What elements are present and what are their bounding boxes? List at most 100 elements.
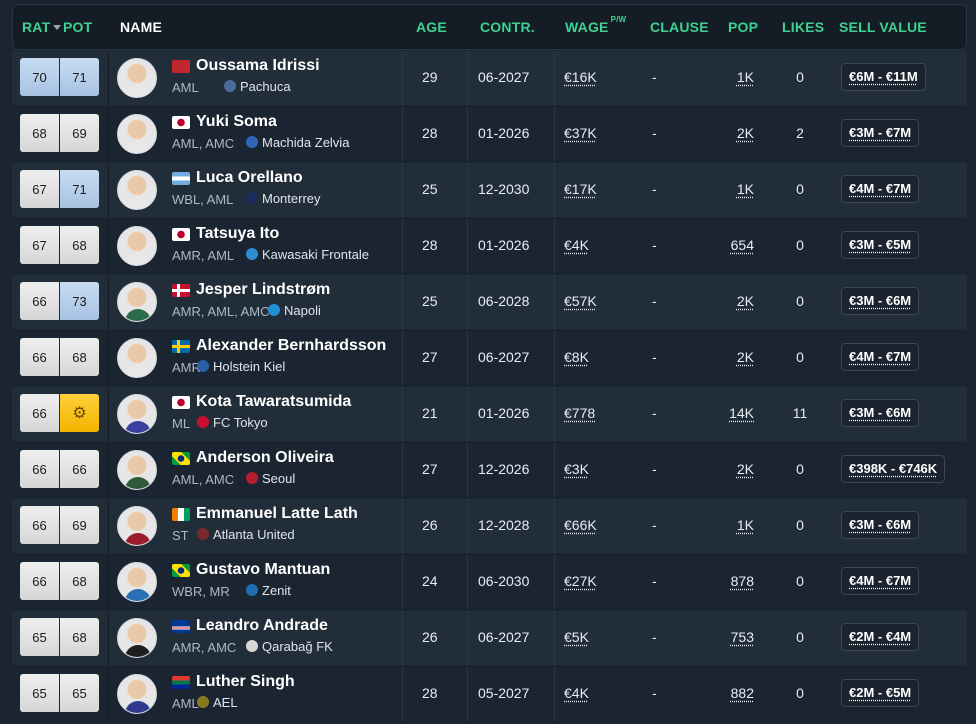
player-name[interactable]: Leandro Andrade	[196, 617, 328, 634]
sell-value-badge[interactable]: €4M - €7M	[841, 175, 920, 203]
sell-value-badge[interactable]: €2M - €5M	[841, 679, 920, 707]
sell-value-badge[interactable]: €3M - €6M	[841, 399, 920, 427]
col-rat-header[interactable]: RAT	[22, 19, 65, 35]
avatar[interactable]	[117, 394, 157, 434]
col-name-header[interactable]: NAME	[120, 19, 163, 35]
sell-value-badge[interactable]: €4M - €7M	[841, 343, 920, 371]
club-name[interactable]: Pachuca	[240, 79, 291, 94]
table-row[interactable]: 66 73 Jesper Lindstrøm AMR, AML, AMC Napoli 2…	[12, 275, 967, 329]
wage-cell: €16K	[564, 69, 597, 85]
popularity-cell: 14K	[729, 405, 754, 421]
avatar[interactable]	[117, 338, 157, 378]
club-name[interactable]: Monterrey	[262, 191, 321, 206]
avatar[interactable]	[117, 506, 157, 546]
table-row[interactable]: 67 71 Luca Orellano WBL, AML Monterrey 25 12-2…	[12, 163, 967, 217]
club-name[interactable]: Kawasaki Frontale	[262, 247, 369, 262]
club-name[interactable]: Seoul	[262, 471, 296, 486]
table-row[interactable]: 67 68 Tatsuya Ito AMR, AML Kawasaki Frontale…	[12, 219, 967, 273]
clause-cell: -	[652, 125, 657, 141]
avatar[interactable]	[117, 562, 157, 602]
table-row[interactable]: 66 68 Alexander Bernhardsson AMR Holstein Ki…	[12, 331, 967, 385]
sell-value-badge[interactable]: €2M - €4M	[841, 623, 920, 651]
club-name[interactable]: FC Tokyo	[213, 415, 268, 430]
table-row[interactable]: 65 65 Luther Singh AML AEL 28 05-2027 €4K - 882 0 €…	[12, 667, 967, 721]
wage-cell: €66K	[564, 517, 597, 533]
club-name[interactable]: Atlanta United	[213, 527, 295, 542]
club-name[interactable]: Zenit	[262, 583, 291, 598]
sell-value-badge[interactable]: €3M - €5M	[841, 231, 920, 259]
pot-value: 73	[72, 293, 87, 309]
atlanta-crest-icon	[197, 528, 209, 540]
player-name[interactable]: Yuki Soma	[196, 113, 277, 130]
col-age-header[interactable]: AGE	[416, 19, 447, 35]
player-name[interactable]: Kota Tawaratsumida	[196, 393, 352, 410]
table-row[interactable]: 66 66 Anderson Oliveira AML, AMC Seoul 27 12-2…	[12, 443, 967, 497]
player-positions: ST	[172, 528, 189, 543]
col-pot-header[interactable]: POT	[63, 19, 93, 35]
brazil-flag-icon	[172, 452, 190, 465]
sell-value-badge[interactable]: €4M - €7M	[841, 567, 920, 595]
col-pop-header[interactable]: POP	[728, 19, 759, 35]
club-name[interactable]: Qarabağ FK	[262, 639, 333, 654]
col-likes-header[interactable]: LIKES	[782, 19, 825, 35]
divider	[402, 667, 403, 721]
club-name[interactable]: Holstein Kiel	[213, 359, 286, 374]
divider	[467, 163, 468, 217]
table-row[interactable]: 65 68 Leandro Andrade AMR, AMC Qarabağ FK 26 0…	[12, 611, 967, 665]
popularity-cell: 878	[730, 573, 754, 589]
table-row[interactable]: 66 69 Emmanuel Latte Lath ST Atlanta United 2…	[12, 499, 967, 553]
avatar[interactable]	[117, 450, 157, 490]
col-wage-header[interactable]: WAGE P/W	[565, 15, 627, 35]
sell-value-badge[interactable]: €3M - €6M	[841, 511, 920, 539]
table-row[interactable]: 70 71 Oussama Idrissi AML Pachuca 29 06-2027 €1…	[12, 51, 967, 105]
sell-value-badge[interactable]: €3M - €6M	[841, 287, 920, 315]
table-row[interactable]: 68 69 Yuki Soma AML, AMC Machida Zelvia 28 01-…	[12, 107, 967, 161]
table-row[interactable]: 66 ⚙ Kota Tawaratsumida ML FC Tokyo 21 01-2026…	[12, 387, 967, 441]
player-name[interactable]: Luca Orellano	[196, 169, 303, 186]
player-name[interactable]: Emmanuel Latte Lath	[196, 505, 358, 522]
contract-cell: 01-2026	[478, 237, 530, 253]
pot-value: 71	[72, 69, 87, 85]
avatar[interactable]	[117, 170, 157, 210]
col-sell-value-header[interactable]: SELL VALUE	[839, 19, 927, 35]
player-name[interactable]: Oussama Idrissi	[196, 57, 320, 74]
age-cell: 24	[422, 573, 438, 589]
sell-value-badge[interactable]: €3M - €7M	[841, 119, 920, 147]
avatar[interactable]	[117, 282, 157, 322]
avatar[interactable]	[117, 618, 157, 658]
contract-cell: 06-2028	[478, 293, 530, 309]
club-name[interactable]: Machida Zelvia	[262, 135, 350, 150]
divider	[402, 443, 403, 497]
divider	[108, 51, 109, 105]
sell-value-badge[interactable]: €6M - €11M	[841, 63, 926, 91]
pot-value: 68	[72, 573, 87, 589]
japan-flag-icon	[172, 116, 190, 129]
table-row[interactable]: 66 68 Gustavo Mantuan WBR, MR Zenit 24 06-2030…	[12, 555, 967, 609]
club-name[interactable]: Napoli	[284, 303, 321, 318]
player-positions: AML	[172, 80, 199, 95]
avatar[interactable]	[117, 58, 157, 98]
player-name[interactable]: Tatsuya Ito	[196, 225, 280, 242]
avatar[interactable]	[117, 114, 157, 154]
divider	[554, 611, 555, 665]
wage-cell: €4K	[564, 237, 589, 253]
player-name[interactable]: Luther Singh	[196, 673, 295, 690]
sweden-flag-icon	[172, 340, 190, 353]
rating-badge: 65	[20, 618, 59, 656]
sell-value-badge[interactable]: €398K - €746K	[841, 455, 946, 483]
col-clause-header[interactable]: CLAUSE	[650, 19, 709, 35]
player-name[interactable]: Anderson Oliveira	[196, 449, 334, 466]
player-positions: WBR, MR	[172, 584, 230, 599]
player-name[interactable]: Jesper Lindstrøm	[196, 281, 331, 298]
col-contract-header[interactable]: CONTR.	[480, 19, 535, 35]
avatar[interactable]	[117, 226, 157, 266]
player-name[interactable]: Alexander Bernhardsson	[196, 337, 387, 354]
divider	[467, 387, 468, 441]
player-name[interactable]: Gustavo Mantuan	[196, 561, 331, 578]
player-positions: ML	[172, 416, 191, 431]
wage-cell: €17K	[564, 181, 597, 197]
contract-cell: 12-2026	[478, 461, 530, 477]
rating-badge: 65	[20, 674, 59, 712]
club-name[interactable]: AEL	[213, 695, 238, 710]
avatar[interactable]	[117, 674, 157, 714]
